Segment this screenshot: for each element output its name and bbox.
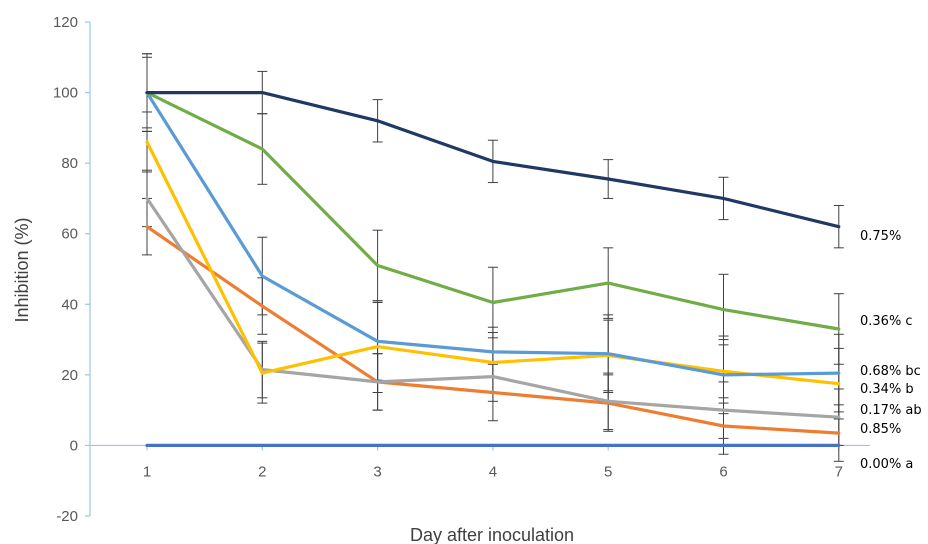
y-tick-label: -20 bbox=[56, 508, 78, 525]
series-line bbox=[145, 140, 841, 386]
series-label: 0.00% a bbox=[860, 457, 913, 472]
series-label: 0.85% bbox=[860, 422, 901, 437]
series-label: 0.17% ab bbox=[860, 403, 922, 418]
series-label: 0.68% bc bbox=[860, 364, 921, 379]
y-tick-label: 60 bbox=[61, 226, 78, 243]
x-axis-title: Day after inoculation bbox=[410, 525, 574, 544]
y-axis: -20 0 20 40 60 80 100 120 bbox=[53, 14, 91, 525]
x-axis: 1 2 3 4 5 6 7 bbox=[90, 444, 870, 480]
x-tick-label: 4 bbox=[489, 463, 497, 480]
y-tick-label: 100 bbox=[53, 85, 78, 102]
x-tick-label: 1 bbox=[143, 463, 151, 480]
y-tick-label: 40 bbox=[61, 296, 78, 313]
series-label: 0.34% b bbox=[860, 382, 914, 397]
x-tick-label: 5 bbox=[604, 463, 612, 480]
error-bars bbox=[142, 53, 844, 462]
y-tick-label: 120 bbox=[53, 14, 78, 31]
x-tick-label: 2 bbox=[258, 463, 266, 480]
y-tick-label: 20 bbox=[61, 367, 78, 384]
y-tick-label: 0 bbox=[70, 437, 78, 454]
y-tick-label: 80 bbox=[61, 155, 78, 172]
x-tick-label: 6 bbox=[719, 463, 727, 480]
x-tick-label: 3 bbox=[373, 463, 381, 480]
series-lines bbox=[145, 90, 841, 447]
series-label: 0.36% c bbox=[860, 314, 913, 329]
series-line bbox=[145, 90, 841, 331]
series-labels: 0.75% 0.36% c 0.68% bc 0.34% b 0.17% ab 0.85%… bbox=[860, 229, 922, 472]
series-line bbox=[145, 225, 841, 435]
y-axis-title: Inhibition (%) bbox=[12, 217, 32, 322]
x-tick-label: 7 bbox=[835, 463, 843, 480]
series-label: 0.75% bbox=[860, 229, 901, 244]
series-line bbox=[145, 90, 841, 377]
series-line bbox=[145, 90, 841, 229]
